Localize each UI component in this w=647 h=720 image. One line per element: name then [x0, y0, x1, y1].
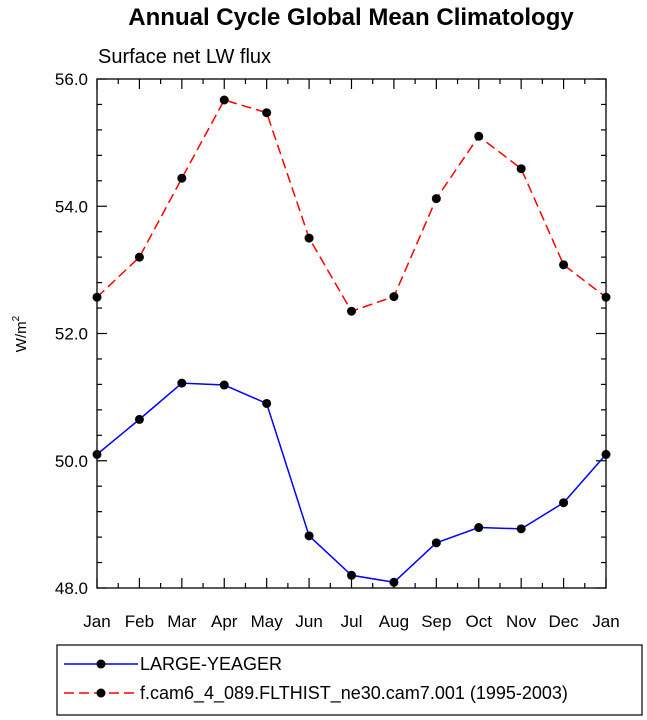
x-tick-label: May — [251, 612, 284, 631]
series-2-point — [474, 131, 484, 141]
chart-title: Annual Cycle Global Mean Climatology — [128, 4, 574, 31]
x-tick-label: Jul — [341, 612, 363, 631]
y-tick-label: 48.0 — [55, 579, 88, 598]
x-tick-label: Nov — [506, 612, 537, 631]
y-tick-label: 54.0 — [55, 197, 88, 216]
series-1-point — [559, 498, 569, 508]
svg-text:W/m2: W/m2 — [11, 315, 30, 352]
legend-box — [56, 644, 643, 716]
series-2-point — [262, 108, 272, 118]
series-line-2 — [96, 99, 607, 313]
x-tick-label: Mar — [167, 612, 197, 631]
x-tick-label: Feb — [125, 612, 154, 631]
series-2-point — [177, 173, 187, 183]
chart-subtitle: Surface net LW flux — [98, 46, 271, 68]
series-2-point — [516, 164, 526, 174]
series-1-point — [474, 523, 484, 533]
legend-label-1: LARGE-YEAGER — [140, 654, 282, 674]
x-tick-label: Aug — [379, 612, 409, 631]
series-2-point — [219, 95, 229, 105]
x-tick-label: Apr — [211, 612, 238, 631]
legend-label-2: f.cam6_4_089.FLTHIST_ne30.cam7.001 (1995… — [140, 683, 568, 704]
series-1-point — [347, 570, 356, 580]
plot-frame — [96, 78, 607, 589]
series-2-point — [431, 194, 441, 204]
series-2-point — [347, 306, 356, 316]
legend: LARGE-YEAGER f.cam6_4_089.FLTHIST_ne30.ca… — [56, 644, 643, 716]
series-2-point — [304, 233, 314, 243]
y-axis-label: W/m2 — [11, 315, 30, 352]
series-1-point — [389, 577, 399, 587]
series-1-point — [262, 398, 272, 408]
series-1-point — [431, 538, 441, 548]
plot-area: Jan Feb Mar Apr May Jun Jul Aug Sep Oct Nov Dec Jan 4… — [55, 70, 620, 631]
y-tick-label: 50.0 — [55, 452, 88, 471]
series-1-point — [134, 414, 144, 424]
x-tick-label: Jan — [592, 612, 619, 631]
y-axis-label-superscript: 2 — [11, 315, 22, 321]
series-1-point — [177, 378, 187, 388]
series-1-point — [219, 380, 229, 390]
series-1-point — [304, 531, 314, 541]
x-tick-label: Sep — [421, 612, 451, 631]
x-tick-label: Oct — [466, 612, 493, 631]
y-tick-label: 52.0 — [55, 325, 88, 344]
series-1-point — [516, 524, 526, 534]
x-tick-label: Jan — [83, 612, 110, 631]
legend-marker-2 — [96, 688, 106, 698]
x-tick-label: Jun — [295, 612, 322, 631]
y-axis-label-base: W/m — [13, 321, 30, 352]
legend-marker-1 — [96, 659, 106, 669]
series-2-point — [559, 260, 569, 270]
series-2-point — [389, 292, 399, 302]
y-tick-label: 56.0 — [55, 70, 88, 89]
x-tick-label: Dec — [548, 612, 579, 631]
series-2-point — [134, 252, 144, 262]
series-line-1 — [96, 382, 607, 584]
